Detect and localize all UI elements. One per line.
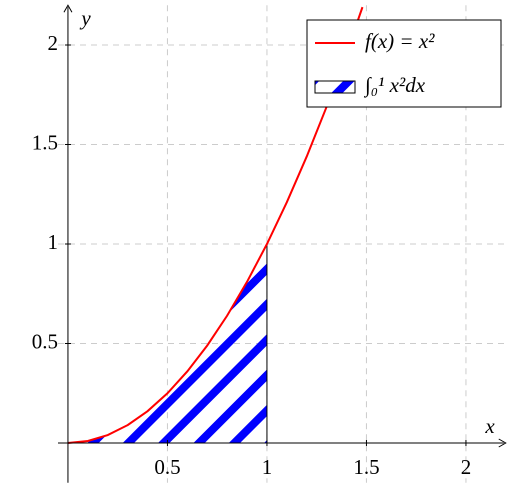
y-tick-label: 1.5 [32,130,58,154]
y-tick-label: 2 [47,31,58,55]
axes: 0.5 1 1.5 2 0.5 1 1.5 2 [32,4,507,483]
legend-label: f(x) = x² [365,29,435,53]
y-axis-arrow [63,4,73,13]
y-tick-label: 0.5 [32,329,58,353]
x-tick-label: 1 [262,455,273,479]
x-tick-label: 0.5 [154,455,180,479]
y-axis-label: y [79,6,91,30]
legend-swatch [314,80,356,94]
legend-label: ∫₀¹ x²dx [363,73,426,98]
x-axis-arrow [498,438,507,448]
line [67,6,364,444]
y-tick-label: 1 [47,230,58,254]
x-tick-label: 1.5 [353,455,379,479]
x-tick-label: 2 [461,455,472,479]
x-axis-label: x [484,414,495,438]
legend: f(x) = x² ∫₀¹ x²dx [306,19,502,108]
plot-area [67,6,364,444]
